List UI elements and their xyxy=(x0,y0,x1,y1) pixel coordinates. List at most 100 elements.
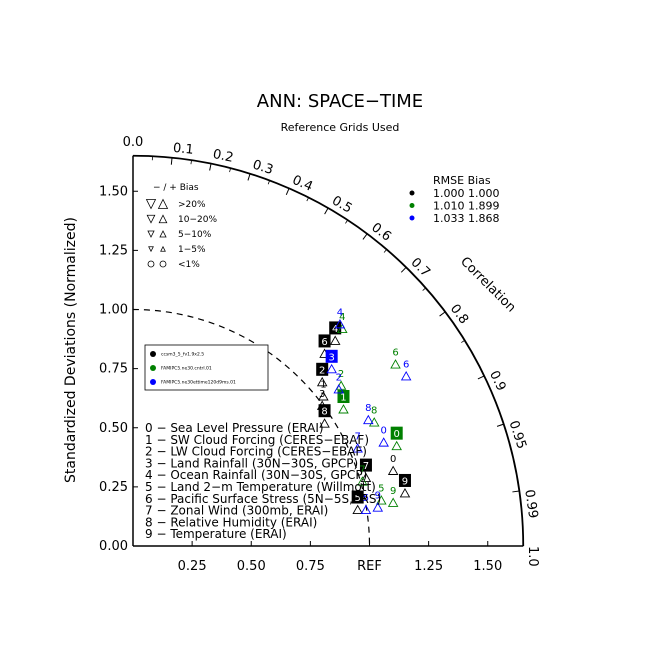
bias-legend-header: − / + Bias xyxy=(153,183,199,193)
point-label: 0 xyxy=(390,454,396,465)
point-bias-marker-icon xyxy=(390,359,401,369)
correlation-minor-tick xyxy=(383,249,387,253)
model-legend-dot-icon xyxy=(150,365,156,371)
correlation-tick-label: 0.1 xyxy=(172,141,194,158)
ref-label: REF xyxy=(357,559,382,574)
bias-legend: − / + Bias >20% 10−20% 5−10% 1−5% <1% xyxy=(145,183,217,270)
point-label: 3 xyxy=(328,352,334,363)
point-bias-marker-icon xyxy=(333,383,345,394)
correlation-tick-label: 0.95 xyxy=(506,419,529,451)
variable-item: 1 − SW Cloud Forcing (CERES−EBAF) xyxy=(145,433,369,447)
correlation-tick-mark xyxy=(209,163,212,171)
point-label-box xyxy=(316,362,329,376)
correlation-tick-label: 0.8 xyxy=(447,302,471,328)
point-label: 6 xyxy=(392,348,398,359)
correlation-minor-tick xyxy=(499,423,504,426)
correlation-tick-label: 0.9 xyxy=(486,368,509,393)
correlation-minor-tick xyxy=(190,160,192,165)
variable-item: 5 − Land 2−m Temperature (Willmott) xyxy=(145,480,376,494)
model-legend-label: FAMIPC5.ne30ettime120d9ms.01 xyxy=(161,380,236,386)
y-tick-label: 0.50 xyxy=(99,421,128,436)
variable-item: 8 − Relative Humidity (ERAI) xyxy=(145,515,317,529)
point-bias-marker-icon xyxy=(391,440,402,451)
point-bias-marker-icon xyxy=(372,502,384,512)
y-tick-label: 0.75 xyxy=(99,362,128,377)
point-label: 7 xyxy=(359,465,365,476)
point-label-box xyxy=(325,349,338,363)
point-bias-marker-icon xyxy=(376,495,387,505)
variable-item: 6 − Pacific Surface Stress (5N−5S,ERS) xyxy=(145,492,381,506)
point-label: 3 xyxy=(319,389,325,400)
point-bias-marker-icon xyxy=(337,323,348,334)
bias-up-triangle-icon xyxy=(159,230,167,238)
correlation-tick-label: 0.4 xyxy=(290,173,315,195)
correlation-minor-tick xyxy=(267,180,270,185)
model-legend-label: ccsm3_5_fv1.9x2.5 xyxy=(161,352,204,358)
correlation-minor-tick xyxy=(306,197,309,202)
correlation-tick-mark xyxy=(400,266,407,273)
point-label: 4 xyxy=(337,307,343,318)
point-label: 0 xyxy=(394,429,400,440)
point-bias-marker-icon xyxy=(360,472,372,483)
point-bias-marker-icon xyxy=(399,488,411,498)
correlation-tick-mark xyxy=(477,375,485,380)
axes xyxy=(132,154,525,547)
variable-list: 0 − Sea Level Pressure (ERAI)1 − SW Clou… xyxy=(145,421,381,541)
point-label-box xyxy=(318,404,331,418)
point-label: 9 xyxy=(402,476,408,487)
bias-legend-row: <1% xyxy=(178,260,200,270)
correlation-tick-label: 0.5 xyxy=(329,193,354,216)
model-legend-dot-icon xyxy=(150,379,156,385)
bias-legend-row: 5−10% xyxy=(178,230,212,240)
correlation-tick-label: 0.2 xyxy=(211,147,234,166)
correlation-tick-label: 0.7 xyxy=(408,255,433,280)
bias-down-triangle-icon xyxy=(147,230,155,238)
point-label: 2 xyxy=(336,372,342,383)
point-label: 4 xyxy=(339,312,345,323)
correlation-minor-tick xyxy=(229,168,231,173)
correlation-minor-tick xyxy=(422,287,426,291)
point-label: 5 xyxy=(363,493,369,504)
point-label: 6 xyxy=(403,359,409,370)
y-tick-label: 0.25 xyxy=(99,480,128,495)
correlation-tick-label: 1.0 xyxy=(525,546,540,567)
bias-up-triangle-icon xyxy=(158,214,168,224)
point-label: 2 xyxy=(319,365,325,376)
point-bias-marker-icon xyxy=(400,370,412,381)
point-bias-marker-icon xyxy=(378,437,389,447)
correlation-tick-label: 0.99 xyxy=(521,489,540,520)
correlation-tick-label: 0.0 xyxy=(123,135,144,150)
correlation-tick-mark xyxy=(324,207,329,215)
chart-subtitle: Reference Grids Used xyxy=(281,121,400,134)
point-label-box xyxy=(351,490,364,504)
correlation-tick-mark xyxy=(512,490,520,493)
y-tick-label: 1.00 xyxy=(99,303,128,318)
x-tick-label: 1.25 xyxy=(414,559,443,574)
point-label: 8 xyxy=(321,407,327,418)
stats-dot-icon xyxy=(409,190,415,196)
bias-legend-row: >20% xyxy=(178,200,206,210)
point-label: 7 xyxy=(363,461,369,472)
point-label: 1 xyxy=(320,379,326,390)
y-tick-label: 1.25 xyxy=(99,243,128,258)
point-label: 5 xyxy=(378,484,384,495)
stats-row: 1.010 1.899 xyxy=(433,200,499,213)
point-bias-marker-icon xyxy=(318,391,329,401)
variable-item: 9 − Temperature (ERAI) xyxy=(145,527,287,541)
model-legend-label: FAMIPC5.ne30.cntrl.01 xyxy=(161,366,212,372)
point-bias-marker-icon xyxy=(329,335,341,345)
point-bias-marker-icon xyxy=(357,476,368,486)
stats-table-header: RMSE Bias xyxy=(433,174,491,187)
point-bias-marker-icon xyxy=(368,417,380,427)
variable-item: 0 − Sea Level Pressure (ERAI) xyxy=(145,421,324,435)
point-label: 4 xyxy=(332,324,338,335)
point-bias-marker-icon xyxy=(352,504,363,514)
correlation-tick-mark xyxy=(439,311,446,317)
correlation-axis-label: Correlation xyxy=(457,254,518,315)
correlation-tick-label: 0.6 xyxy=(368,220,394,244)
correlation-tick-mark xyxy=(170,157,173,165)
stats-dot-icon xyxy=(409,203,415,208)
point-label: 8 xyxy=(365,403,371,414)
